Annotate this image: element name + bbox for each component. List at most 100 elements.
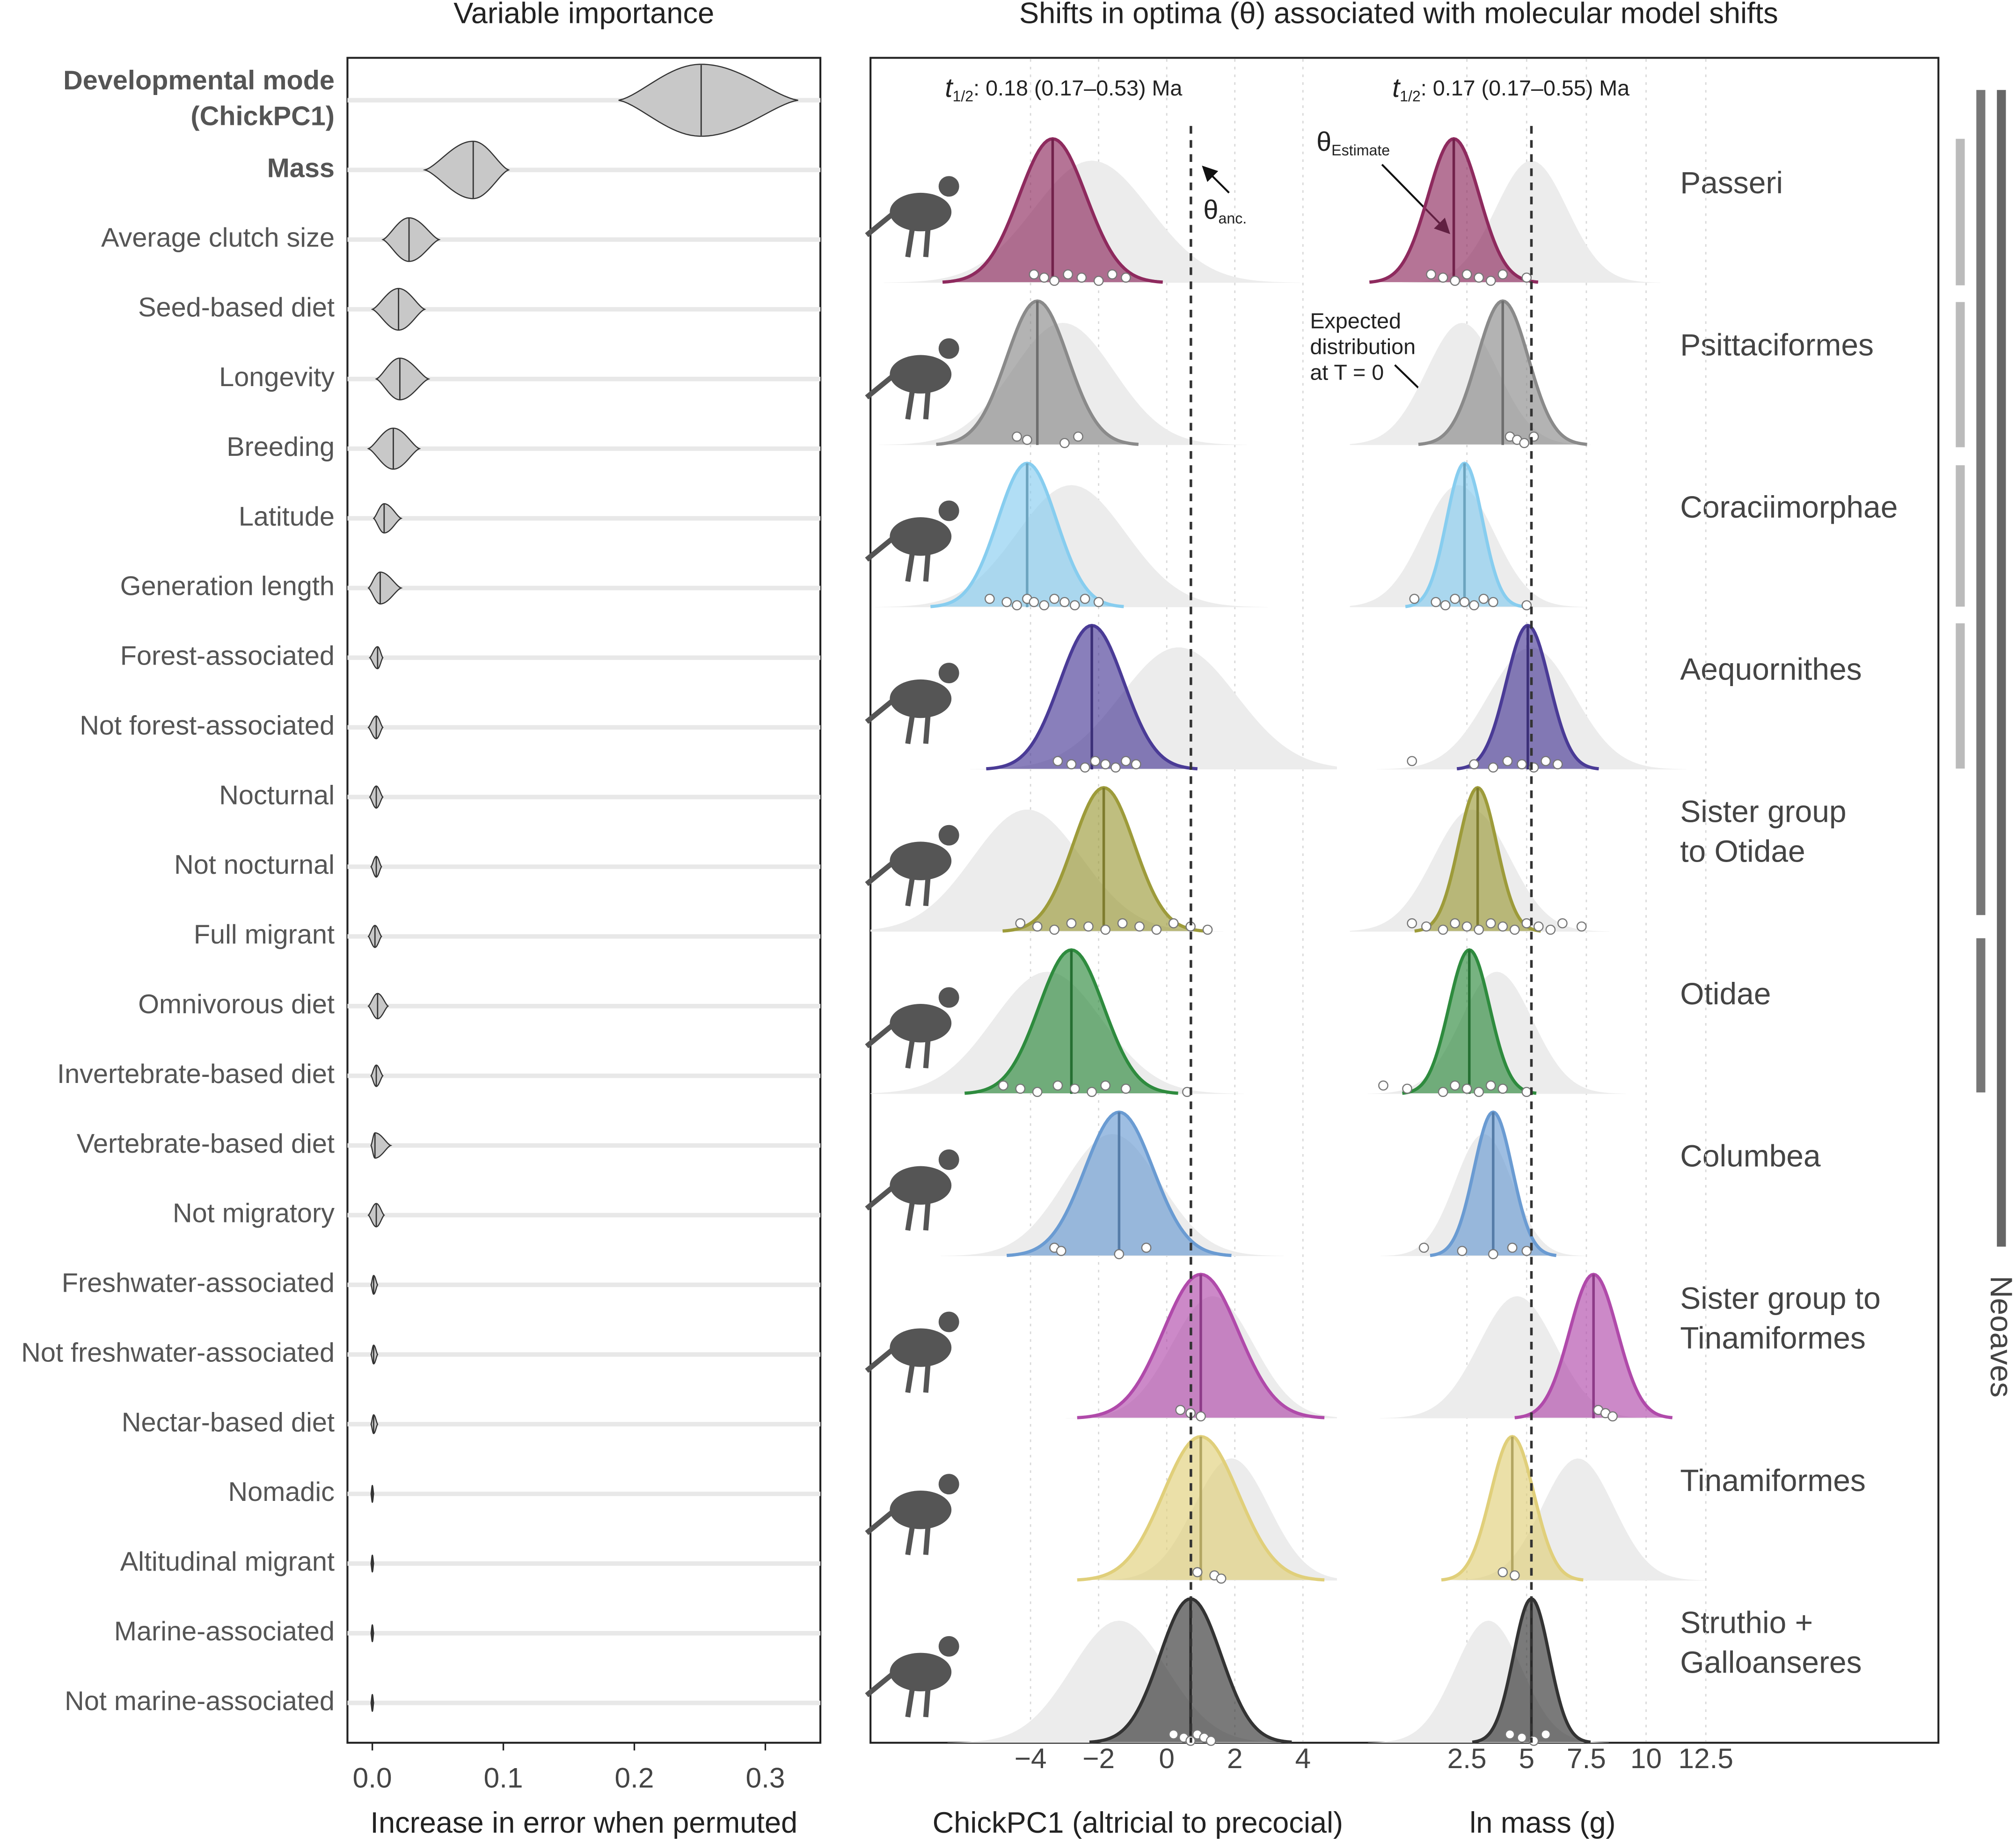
clade-label: Sister group to Tinamiformes [1680, 1281, 1881, 1355]
clade-label: Columbea [1680, 1139, 1821, 1173]
tip-point [1151, 924, 1162, 935]
tip-point [1461, 1083, 1472, 1094]
violin [423, 140, 510, 199]
tip-point [1469, 600, 1479, 611]
bird-silhouette [890, 1653, 952, 1691]
tip-point [1541, 1729, 1551, 1740]
tip-point [1469, 759, 1479, 769]
tip-point [1497, 1567, 1508, 1578]
tip-point [1507, 1243, 1518, 1253]
bird-silhouette [890, 355, 952, 394]
tip-point [1497, 269, 1508, 280]
y-category-label: Mass [267, 153, 335, 183]
x-tick-label: 2 [1227, 1742, 1243, 1774]
violin [381, 217, 441, 262]
annotation-subscript: Estimate [1331, 142, 1390, 159]
bird-silhouette [890, 841, 952, 880]
annotation: t1/2: 0.17 (0.17–0.55) Ma [1392, 73, 1629, 105]
tip-point [1509, 1570, 1520, 1581]
tip-point [1076, 272, 1087, 283]
tip-point [1552, 759, 1563, 769]
violin [370, 1275, 379, 1295]
bird-silhouette [938, 663, 959, 684]
x-tick-label: 7.5 [1567, 1742, 1606, 1774]
tip-point [1080, 762, 1090, 773]
tip-point [1049, 924, 1059, 935]
tip-point [1205, 1735, 1216, 1746]
bird-silhouette [865, 1507, 931, 1556]
tip-point [1063, 269, 1074, 280]
annotation: distribution [1310, 335, 1416, 359]
tip-point [1421, 921, 1432, 932]
tip-point [1485, 918, 1496, 929]
tip-point [1450, 918, 1460, 929]
tip-point [1576, 921, 1587, 932]
bird-silhouette [865, 696, 931, 744]
tip-point [1497, 921, 1508, 932]
x-tick-label: 5 [1519, 1742, 1534, 1774]
y-category-label: Forest-associated [120, 641, 335, 671]
tip-point [1121, 756, 1131, 767]
panel-title: Shifts in optima (θ) associated with mol… [1019, 0, 1778, 30]
annotation-subscript: 1/2 [952, 88, 973, 105]
y-category-label: Not forest-associated [80, 710, 335, 740]
tip-point [1541, 756, 1551, 767]
clade-label: Coraciimorphae [1680, 490, 1898, 524]
tip-point [1450, 1080, 1460, 1091]
annotation: θEstimate [1316, 127, 1390, 159]
y-category-label: Not marine-associated [65, 1686, 335, 1716]
tip-point [1049, 276, 1059, 286]
tip-point [1457, 1246, 1468, 1256]
tip-point [1073, 431, 1083, 442]
bird-silhouette [865, 1183, 931, 1231]
bird-silhouette [890, 517, 952, 556]
tip-point [1459, 597, 1470, 607]
tip-point [1407, 756, 1417, 767]
x-axis-title: ln mass (g) [1469, 1806, 1615, 1839]
clade-label: Struthio + Galloanseres [1680, 1605, 1862, 1680]
clade-label: Tinamiformes [1680, 1463, 1866, 1498]
tip-point [1039, 272, 1050, 283]
violin [370, 1344, 379, 1365]
tip-point [1039, 600, 1050, 611]
tip-point [1409, 593, 1420, 604]
y-category-label: Invertebrate-based diet [57, 1059, 335, 1089]
panel-title: Variable importance [453, 0, 714, 30]
violin [367, 993, 389, 1019]
tip-point [1056, 1246, 1066, 1256]
tip-point [1090, 756, 1101, 767]
x-tick-label: −2 [1082, 1742, 1115, 1774]
x-tick-label: 0.1 [484, 1762, 523, 1793]
x-tick-label: 0.0 [353, 1762, 392, 1793]
tip-point [1093, 597, 1104, 607]
bird-silhouette [865, 372, 931, 420]
annotation-symbol: t [945, 73, 954, 103]
tip-point [1175, 1404, 1186, 1415]
tip-point [1521, 918, 1532, 929]
expected-distribution [1402, 161, 1661, 283]
tip-point [1121, 272, 1131, 283]
tip-point [1029, 597, 1039, 607]
annotation-text: : 0.18 (0.17–0.53) Ma [973, 76, 1182, 101]
y-category-label: Marine-associated [114, 1616, 335, 1646]
y-category-label: Nectar-based diet [122, 1407, 335, 1437]
annotation: at T = 0 [1310, 360, 1384, 384]
clade-label: Otidae [1680, 976, 1771, 1011]
tip-point [1407, 918, 1417, 929]
x-tick-label: −4 [1015, 1742, 1047, 1774]
y-category-label: Seed-based diet [138, 293, 335, 322]
tip-point [1517, 759, 1527, 769]
expected-distribution [947, 1620, 1291, 1743]
tip-point [1069, 1083, 1080, 1094]
clade-brackets [1956, 90, 2006, 1247]
expected-distribution [870, 809, 1223, 932]
expected-distribution [1368, 1620, 1609, 1743]
annotation-subscript: anc. [1218, 210, 1247, 227]
clade-label: Sister group to Otidae [1680, 794, 1846, 869]
violin [369, 646, 384, 670]
expected-distribution [1449, 1458, 1706, 1581]
annotation-symbol: t [1392, 73, 1401, 103]
bird-silhouette [890, 1004, 952, 1043]
